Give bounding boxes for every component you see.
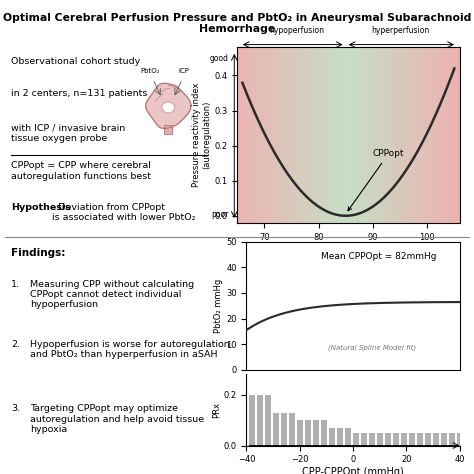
Bar xyxy=(449,433,455,446)
Text: with ICP / invasive brain
tissue oxygen probe: with ICP / invasive brain tissue oxygen … xyxy=(11,123,125,143)
Bar xyxy=(433,433,439,446)
Text: CPPopt: CPPopt xyxy=(348,149,404,211)
Bar xyxy=(313,420,319,446)
Bar xyxy=(417,433,423,446)
Bar xyxy=(425,433,431,446)
Text: 2.: 2. xyxy=(11,340,20,349)
Bar xyxy=(265,395,271,446)
Bar xyxy=(257,395,263,446)
Text: 1.: 1. xyxy=(11,280,20,289)
Bar xyxy=(385,433,391,446)
Text: Hypoperfusion is worse for autoregulation
and PbtO₂ than hyperperfusion in aSAH: Hypoperfusion is worse for autoregulatio… xyxy=(30,340,229,359)
Polygon shape xyxy=(146,83,191,128)
Bar xyxy=(457,433,463,446)
Text: Targeting CPPopt may optimize
autoregulation and help avoid tissue
hypoxia: Targeting CPPopt may optimize autoregula… xyxy=(30,404,204,434)
Text: Measuring CPP without calculating
CPPopt cannot detect individual
hypoperfusion: Measuring CPP without calculating CPPopt… xyxy=(30,280,194,310)
Text: Mean CPPOpt = 82mmHg: Mean CPPOpt = 82mmHg xyxy=(321,252,437,261)
Ellipse shape xyxy=(162,102,175,113)
X-axis label: CPP (mmHg): CPP (mmHg) xyxy=(318,244,379,254)
Bar xyxy=(377,433,383,446)
Bar xyxy=(289,412,295,446)
Text: hypoperfusion: hypoperfusion xyxy=(269,27,324,36)
Bar xyxy=(321,420,327,446)
Text: Hypothesis: Hypothesis xyxy=(11,203,71,212)
Text: Observational cohort study: Observational cohort study xyxy=(11,57,140,66)
Text: hyperperfusion: hyperperfusion xyxy=(371,27,429,36)
Bar xyxy=(369,433,375,446)
Text: in 2 centers, n=131 patients: in 2 centers, n=131 patients xyxy=(11,89,147,98)
Bar xyxy=(281,412,287,446)
Text: Findings:: Findings: xyxy=(11,248,65,258)
Text: 3.: 3. xyxy=(11,404,20,413)
Bar xyxy=(409,433,415,446)
Bar xyxy=(441,433,447,446)
Bar xyxy=(297,420,303,446)
Text: (Natural Spline Model fit): (Natural Spline Model fit) xyxy=(328,344,416,351)
Text: ICP: ICP xyxy=(178,68,189,73)
Bar xyxy=(273,412,279,446)
Bar xyxy=(337,428,343,446)
Y-axis label: PbtO₂ mmHg: PbtO₂ mmHg xyxy=(214,279,223,333)
Text: poor: poor xyxy=(211,210,229,219)
Y-axis label: Pressure reactivity index
(autoregulation): Pressure reactivity index (autoregulatio… xyxy=(192,83,211,187)
Bar xyxy=(329,428,335,446)
Text: : Deviation from CPPopt
is associated with lower PbtO₂: : Deviation from CPPopt is associated wi… xyxy=(52,203,195,222)
Bar xyxy=(401,433,407,446)
Text: PbtO₂: PbtO₂ xyxy=(141,68,160,73)
Bar xyxy=(393,433,399,446)
Text: CPPopt = CPP where cerebral
autoregulation functions best: CPPopt = CPP where cerebral autoregulati… xyxy=(11,161,151,181)
Y-axis label: PRx: PRx xyxy=(212,402,221,418)
Bar xyxy=(353,433,359,446)
Bar xyxy=(345,428,351,446)
X-axis label: CPP-CPPOpt (mmHg): CPP-CPPOpt (mmHg) xyxy=(302,467,404,474)
Text: Optimal Cerebral Perfusion Pressure and PbtO₂ in Aneurysmal Subarachnoid Hemorrh: Optimal Cerebral Perfusion Pressure and … xyxy=(3,13,471,35)
Text: good: good xyxy=(210,55,229,64)
Bar xyxy=(361,433,367,446)
Bar xyxy=(164,125,172,134)
Bar xyxy=(249,395,255,446)
Bar xyxy=(305,420,311,446)
